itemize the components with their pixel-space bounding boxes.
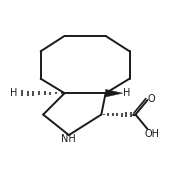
Text: NH: NH (61, 134, 76, 144)
Text: H: H (10, 88, 17, 98)
Polygon shape (106, 89, 123, 97)
Text: OH: OH (144, 129, 159, 139)
Text: O: O (148, 94, 156, 104)
Text: H: H (123, 88, 131, 98)
